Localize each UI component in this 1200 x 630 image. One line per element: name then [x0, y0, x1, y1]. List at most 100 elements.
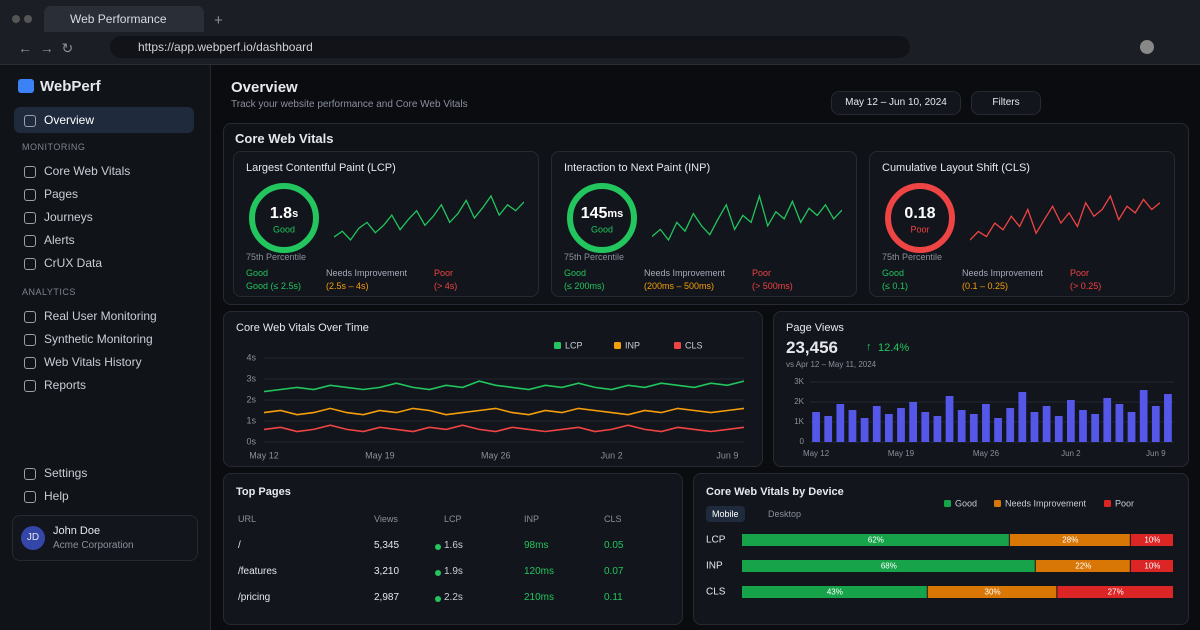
y-tick-label: 3s [246, 373, 256, 383]
category-label: INP [706, 561, 723, 572]
nav-heading: ANALYTICS [22, 287, 76, 297]
nav-item[interactable]: Journeys [14, 204, 194, 230]
user-company: Acme Corporation [53, 540, 134, 551]
bar [1091, 414, 1100, 442]
table-cell: 0.07 [604, 566, 624, 577]
threshold-label: Needs Improvement [644, 268, 726, 278]
bar [982, 404, 990, 442]
nav-item[interactable]: Settings [14, 460, 194, 486]
section-heading: Core Web Vitals [235, 131, 334, 146]
segment-label: 43% [827, 588, 843, 597]
category-label: CLS [706, 587, 726, 598]
bar [1115, 404, 1124, 442]
stacked-segment [1035, 560, 1130, 572]
category-label: LCP [706, 535, 726, 546]
bar [812, 412, 820, 442]
bar [1018, 392, 1027, 442]
nav-item[interactable]: Synthetic Monitoring [14, 326, 194, 352]
vital-status: Good [273, 224, 295, 234]
chart-svg: 0 1K 2K 3K May 12 May 19 May 26 Jun 2 Jun 9 [794, 377, 1174, 458]
nav-heading: MONITORING [22, 142, 86, 152]
nav-buttons[interactable]: ← → ↻ [18, 40, 74, 56]
x-tick-label: May 19 [365, 450, 395, 460]
bar [1006, 408, 1015, 442]
nav-item[interactable]: Pages [14, 181, 194, 207]
nav-item[interactable]: CrUX Data [14, 250, 194, 276]
nav-item[interactable]: Help [14, 483, 194, 509]
vital-value: 1.8s [270, 205, 298, 222]
card-title: Cumulative Layout Shift (CLS) [882, 162, 1030, 174]
threshold-range: (> 500ms) [752, 281, 793, 291]
x-tick-label: May 19 [888, 449, 915, 458]
bar [1103, 398, 1112, 442]
table-cell: 5,345 [374, 540, 400, 551]
new-tab[interactable]: + [214, 12, 223, 29]
nav-item[interactable]: Overview [14, 107, 194, 133]
sparkline [652, 193, 842, 242]
x-tick-label: Jun 2 [1061, 449, 1081, 458]
device-tab[interactable]: Mobile [706, 506, 745, 522]
bar [945, 396, 954, 442]
stacked-segment [1130, 534, 1173, 546]
nav-item[interactable]: Reports [14, 372, 194, 398]
nav-item[interactable]: Web Vitals History [14, 349, 194, 375]
table-cell: 2.2s [444, 592, 463, 603]
nav-item[interactable]: Alerts [14, 227, 194, 253]
threshold-label: Poor [434, 268, 454, 278]
vital-value: 0.18 [904, 205, 935, 222]
nav-icon [24, 357, 36, 369]
bar [848, 410, 857, 442]
stacked-segment [742, 586, 927, 598]
card-title: Interaction to Next Paint (INP) [564, 162, 711, 174]
segment-label: 27% [1108, 588, 1124, 597]
value-number: 145 [581, 205, 608, 222]
nav-icon [24, 311, 36, 323]
stacked-segment [1130, 560, 1173, 572]
gauge-ring [885, 183, 955, 253]
page-views-total: 23,456 [786, 338, 838, 357]
nav-icon [24, 380, 36, 392]
x-tick-label: May 12 [249, 450, 279, 460]
nav-item[interactable]: Real User Monitoring [14, 303, 194, 329]
legend-swatch [1104, 500, 1111, 507]
vital-status: Poor [910, 224, 929, 234]
bar [860, 418, 869, 442]
table-cell: 3,210 [374, 566, 400, 577]
bar [824, 416, 833, 442]
window-dot [12, 15, 20, 23]
avatar: JD [21, 526, 45, 550]
column-header: LCP [444, 514, 462, 524]
gauge-ring [249, 183, 319, 253]
device-tab[interactable]: Desktop [768, 509, 802, 519]
table-cell: 1.6s [444, 540, 463, 551]
column-header: INP [524, 514, 540, 524]
segment-label: 10% [1144, 562, 1160, 571]
column-header: Views [374, 514, 398, 524]
profile-avatar[interactable] [1140, 40, 1154, 54]
chart-svg: 0s 1s 2s 3s 4s May 12 May 19 May 26 Jun 2 Jun 9 LC… [246, 340, 745, 460]
percentile: 75th Percentile [246, 252, 307, 262]
chart-svg: 1.8s Good [249, 183, 319, 253]
filters-button[interactable]: Filters [971, 91, 1041, 115]
url-bar[interactable]: https://app.webperf.io/dashboard [110, 36, 910, 58]
table-cell: 98ms [524, 540, 549, 551]
stacked-segment [742, 560, 1035, 572]
threshold-range: (2.5s – 4s) [326, 281, 369, 291]
browser-tab[interactable]: Web Performance [44, 6, 204, 32]
nav-icon [24, 468, 36, 480]
status-dot [435, 544, 441, 550]
segment-label: 22% [1075, 562, 1091, 571]
page-subtitle: Track your website performance and Core … [231, 99, 468, 110]
date-picker[interactable]: May 12 – Jun 10, 2024 [831, 91, 961, 115]
page-views-change: 12.4% [878, 342, 910, 354]
nav-item[interactable]: Core Web Vitals [14, 158, 194, 184]
segment-label: 28% [1062, 536, 1078, 545]
vital-card: Largest Contentful Paint (LCP) 1.8s Good 75… [233, 151, 539, 297]
chart-svg [970, 194, 1160, 241]
legend-swatch [994, 500, 1001, 507]
user-name: John Doe [53, 525, 101, 537]
x-tick-label: May 12 [803, 449, 830, 458]
nav-icon [24, 334, 36, 346]
stacked-segment [1009, 534, 1130, 546]
